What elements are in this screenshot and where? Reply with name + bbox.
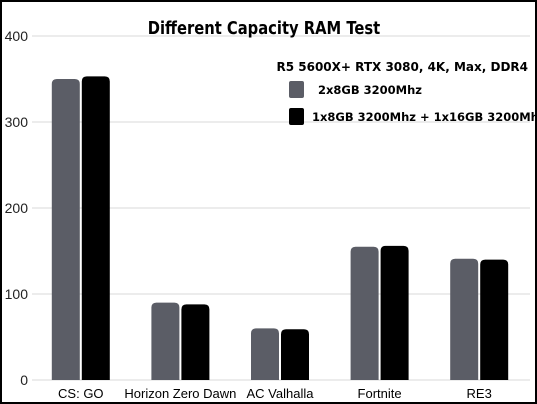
chart-subtitle: R5 5600X+ RTX 3080, 4K, Max, DDR4 — [276, 60, 528, 74]
y-axis-ticks: 0 100 200 300 400 — [5, 28, 29, 388]
x-tick-label: CS: GO — [58, 386, 104, 401]
bar-series2-2 — [281, 329, 309, 380]
x-tick-label: RE3 — [467, 386, 492, 401]
bar-series1-3 — [350, 246, 379, 380]
bar-series1-4 — [450, 258, 479, 380]
bar-series2-4 — [480, 259, 509, 380]
x-tick-label: Fortnite — [358, 386, 402, 401]
bar-series2-3 — [380, 245, 409, 380]
bar-series1-2 — [251, 328, 279, 380]
legend-label-1: 2x8GB 3200Mhz — [318, 83, 422, 97]
y-tick-label: 300 — [5, 114, 29, 130]
bar-series2-0 — [81, 76, 110, 381]
legend-swatch-1 — [289, 81, 304, 98]
bars — [51, 76, 509, 381]
bar-series1-1 — [151, 302, 180, 380]
x-axis-ticks: CS: GO Horizon Zero Dawn AC Valhalla Fortni… — [58, 386, 492, 401]
legend: 2x8GB 3200Mhz 1x8GB 3200Mhz + 1x16GB 3200… — [289, 81, 537, 125]
y-tick-label: 400 — [5, 28, 29, 44]
x-tick-label: Horizon Zero Dawn — [124, 386, 236, 401]
legend-swatch-2 — [289, 108, 304, 125]
chart-title: Different Capacity RAM Test — [148, 18, 381, 39]
y-tick-label: 200 — [5, 200, 29, 216]
y-tick-label: 100 — [5, 286, 29, 302]
bar-series2-1 — [181, 304, 210, 380]
gridlines — [32, 35, 530, 381]
legend-label-2: 1x8GB 3200Mhz + 1x16GB 3200Mhz — [312, 110, 537, 124]
y-tick-label: 0 — [20, 372, 28, 388]
x-tick-label: AC Valhalla — [247, 386, 315, 401]
bar-series1-0 — [51, 79, 80, 380]
